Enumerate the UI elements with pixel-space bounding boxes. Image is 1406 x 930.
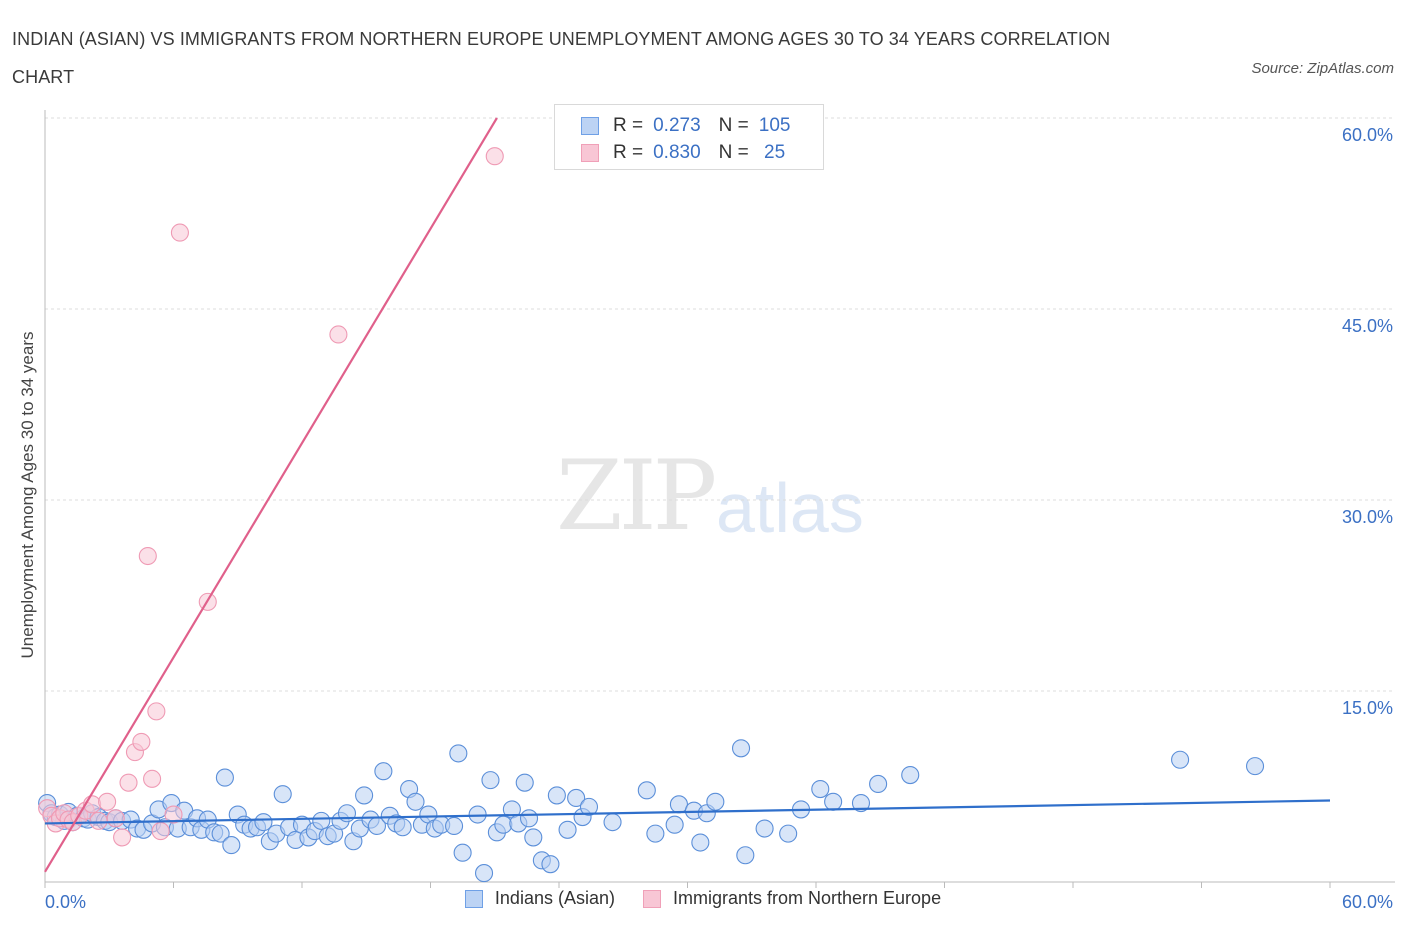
- point-indians: [824, 792, 843, 811]
- point-indians: [736, 846, 755, 865]
- point-indians: [637, 781, 656, 800]
- r-value: 0.830: [653, 142, 701, 163]
- point-northern-europe: [89, 811, 108, 830]
- point-indians: [731, 739, 751, 758]
- y-tick-label: 45.0%: [1342, 316, 1393, 336]
- point-indians: [355, 786, 374, 805]
- point-northern-europe: [119, 773, 138, 792]
- point-indians: [1171, 750, 1190, 769]
- legend-swatch-pink: [642, 889, 661, 908]
- x-tick-label: 0.0%: [45, 892, 86, 912]
- point-indians: [481, 771, 500, 790]
- source-label: Source: ZipAtlas.com: [1251, 60, 1394, 77]
- legend-label-northern-europe: Immigrants from Northern Europe: [672, 888, 942, 908]
- point-indians: [273, 785, 292, 804]
- watermark-atlas: atlas: [716, 469, 864, 547]
- y-tick-label: 15.0%: [1342, 698, 1393, 718]
- point-indians: [515, 773, 534, 792]
- point-indians: [851, 794, 871, 813]
- point-indians: [211, 824, 230, 843]
- point-indians: [393, 818, 412, 837]
- r-label: R =: [613, 115, 644, 136]
- point-northern-europe: [164, 805, 183, 824]
- watermark-zip: ZIP: [556, 440, 717, 552]
- point-indians: [406, 792, 425, 811]
- point-indians: [254, 813, 273, 832]
- point-indians: [453, 843, 472, 862]
- legend-swatch-pink: [581, 144, 599, 162]
- point-indians: [449, 744, 468, 763]
- point-northern-europe: [143, 769, 162, 788]
- point-indians: [603, 813, 622, 832]
- point-indians: [669, 795, 688, 814]
- point-indians: [547, 786, 566, 805]
- n-label: N =: [718, 115, 749, 136]
- point-indians: [579, 797, 599, 816]
- n-label: N =: [718, 142, 749, 163]
- point-indians: [869, 774, 888, 794]
- r-value: 0.273: [653, 115, 701, 136]
- legend-item-northern-europe: Immigrants from Northern Europe: [642, 888, 942, 909]
- legend-row-northern-europe: R = 0.830 N = 25: [581, 140, 785, 166]
- point-indians: [1245, 757, 1265, 776]
- point-indians: [474, 864, 494, 883]
- point-northern-europe: [106, 809, 125, 828]
- point-indians: [665, 815, 684, 834]
- point-indians: [755, 819, 774, 838]
- legend-item-indians: Indians (Asian): [464, 888, 615, 909]
- point-indians: [558, 820, 577, 839]
- point-indians: [567, 788, 586, 808]
- point-northern-europe: [138, 546, 157, 566]
- point-northern-europe: [329, 325, 348, 344]
- point-northern-europe: [98, 792, 117, 811]
- point-indians: [519, 809, 539, 828]
- y-tick-label: 30.0%: [1342, 507, 1393, 527]
- n-value: 105: [758, 115, 791, 136]
- point-indians: [312, 811, 331, 830]
- legend-swatch-blue: [464, 889, 483, 908]
- series-legend: Indians (Asian) Immigrants from Northern…: [0, 888, 1406, 909]
- point-indians: [646, 824, 665, 843]
- point-indians: [374, 762, 393, 781]
- point-indians: [706, 792, 725, 811]
- point-northern-europe: [113, 828, 132, 847]
- point-indians: [541, 855, 560, 874]
- point-indians: [691, 833, 710, 852]
- chart-title: INDIAN (ASIAN) VS IMMIGRANTS FROM NORTHE…: [12, 29, 1111, 87]
- point-indians: [901, 765, 920, 785]
- point-indians: [445, 816, 464, 836]
- point-indians: [222, 836, 241, 855]
- trendline-indians: [44, 799, 1331, 825]
- point-northern-europe: [151, 822, 170, 841]
- legend-swatch-blue: [581, 117, 599, 135]
- trendline-northern-europe: [44, 117, 498, 873]
- x-tick-label: 60.0%: [1342, 892, 1393, 912]
- legend-label-indians: Indians (Asian): [494, 888, 615, 908]
- point-indians: [811, 779, 830, 799]
- point-indians: [779, 824, 798, 843]
- y-tick-label: 60.0%: [1342, 125, 1393, 145]
- point-northern-europe: [170, 223, 189, 242]
- correlation-legend: R = 0.273 N = 105 R = 0.830 N = 25: [554, 104, 824, 170]
- r-label: R =: [613, 142, 644, 163]
- point-northern-europe: [147, 702, 166, 721]
- point-indians: [215, 768, 234, 787]
- n-value: 25: [758, 142, 786, 163]
- point-northern-europe: [485, 147, 504, 166]
- point-indians: [494, 815, 513, 834]
- point-northern-europe: [132, 732, 151, 751]
- point-indians: [524, 828, 543, 847]
- legend-row-indians: R = 0.273 N = 105: [581, 113, 790, 139]
